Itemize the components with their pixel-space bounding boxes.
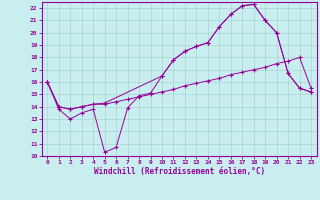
X-axis label: Windchill (Refroidissement éolien,°C): Windchill (Refroidissement éolien,°C) bbox=[94, 167, 265, 176]
